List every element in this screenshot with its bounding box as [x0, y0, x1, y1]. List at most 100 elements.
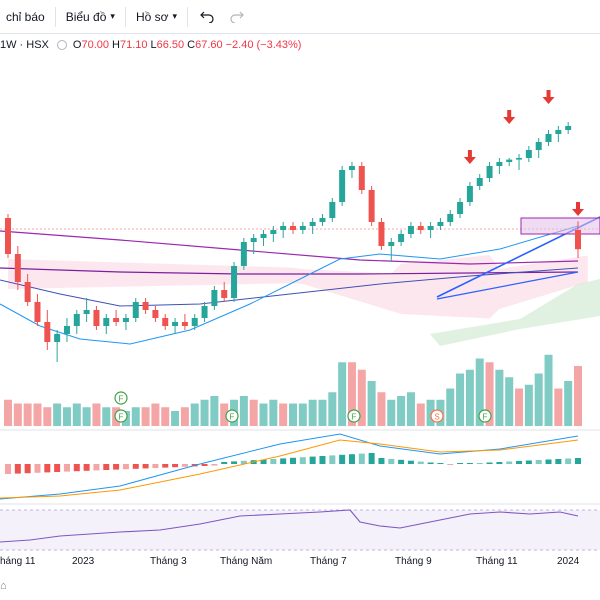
macd-histogram-bar — [132, 464, 139, 469]
volume-bar — [62, 407, 71, 426]
ma-blue-line — [0, 225, 579, 345]
candle-body — [417, 226, 424, 230]
volume-bar — [210, 396, 219, 426]
redo-icon[interactable] — [222, 0, 252, 34]
candle-body — [290, 226, 296, 230]
volume-bar — [387, 399, 396, 426]
down-arrow-icon — [542, 97, 555, 104]
volume-bar — [377, 392, 386, 426]
profile-menu-label: Hồ sơ — [135, 9, 169, 24]
time-axis: háng 11 2023 Tháng 3 Tháng Năm Tháng 7 Tháng … — [0, 554, 600, 570]
candle-body — [14, 254, 21, 282]
candle-body — [466, 186, 473, 202]
time-axis-label: Tháng 9 — [395, 556, 432, 567]
chevron-down-icon: ▾ — [110, 11, 115, 21]
macd-histogram-bar — [211, 464, 218, 466]
volume-bar — [328, 392, 337, 426]
time-axis-label: Tháng 3 — [150, 556, 187, 567]
symbol-label[interactable]: 1W · HSX — [0, 39, 49, 51]
macd-histogram-bar — [181, 464, 188, 467]
chart-menu-button[interactable]: Biểu đồ ▾ — [60, 0, 121, 34]
volume-bar — [200, 399, 209, 426]
volume-bar — [4, 399, 12, 426]
down-arrow-shaft — [546, 90, 551, 97]
volume-bar — [554, 388, 563, 426]
down-arrow-icon — [463, 157, 476, 164]
macd-histogram-bar — [535, 460, 542, 464]
candle-body — [516, 158, 523, 160]
candle-body — [368, 190, 375, 222]
volume-bar — [495, 369, 504, 426]
macd-histogram-bar — [398, 459, 405, 464]
toolbar-divider — [187, 6, 189, 27]
scale-icon[interactable]: ⌂ — [0, 580, 7, 592]
time-axis-label: 2023 — [72, 556, 95, 567]
macd-histogram-bar — [378, 458, 385, 464]
macd-histogram-bar — [44, 464, 51, 473]
macd-histogram-bar — [516, 461, 523, 464]
signal-marker — [114, 409, 128, 423]
macd-histogram-bar — [309, 456, 316, 464]
volume-bar — [23, 403, 32, 426]
down-arrow-shaft — [507, 110, 512, 117]
profile-menu-button[interactable]: Hồ sơ ▾ — [130, 0, 183, 34]
down-arrow-icon — [503, 117, 516, 124]
volume-bar — [279, 403, 288, 426]
macd-histogram-bar — [368, 453, 375, 464]
macd-histogram-bar — [299, 457, 306, 464]
macd-signal-line — [0, 439, 579, 499]
volume-bar — [190, 403, 199, 426]
toolbar-divider — [124, 6, 126, 27]
volume-bar — [53, 403, 62, 426]
volume-bar — [544, 354, 553, 426]
signal-label: S — [434, 413, 439, 422]
candle-body — [24, 282, 31, 302]
high-label: H — [112, 39, 120, 51]
candle-body — [201, 306, 208, 318]
candle-body — [221, 290, 228, 298]
volume-bar — [446, 388, 455, 426]
volume-bar — [72, 403, 81, 426]
macd-histogram-bar — [437, 463, 444, 464]
volume-bar — [131, 407, 140, 426]
volume-bar — [416, 403, 425, 426]
macd-histogram-bar — [83, 464, 90, 471]
macd-histogram-bar — [486, 462, 493, 464]
chart-menu-label: Biểu đồ — [65, 9, 107, 24]
candle-body — [565, 126, 572, 130]
macd-histogram-bar — [221, 462, 228, 464]
chevron-down-icon: ▾ — [172, 11, 178, 21]
price-chart[interactable]: FF F F S F — [0, 54, 600, 580]
time-axis-label: Tháng 11 — [476, 556, 518, 567]
top-toolbar: chỉ báo Biểu đồ ▾ Hồ sơ ▾ — [0, 0, 600, 34]
candle-body — [545, 134, 552, 142]
macd-histogram-bar — [496, 462, 503, 464]
macd-histogram-bar — [231, 461, 238, 464]
macd-histogram-bar — [388, 458, 395, 464]
macd-histogram-bar — [34, 464, 41, 473]
candle-body — [250, 238, 257, 242]
macd-histogram-bar — [240, 460, 247, 464]
volume-bar — [318, 399, 327, 426]
indicators-button[interactable]: chỉ báo — [0, 0, 51, 34]
macd-histogram-bar — [348, 454, 355, 464]
candle-body — [407, 226, 414, 234]
candle-body — [181, 322, 188, 326]
volume-bar — [298, 403, 307, 426]
candle-body — [378, 222, 385, 246]
macd-histogram-bar — [280, 458, 287, 464]
macd-histogram-bar — [447, 464, 454, 465]
signal-marker — [478, 409, 492, 423]
macd-histogram-bar — [113, 464, 120, 470]
ichimoku-cloud — [8, 255, 588, 319]
change-value: −2.40 (−3.43%) — [225, 39, 302, 51]
undo-icon[interactable] — [192, 0, 222, 34]
macd-histogram-bar — [142, 464, 149, 469]
macd-histogram-bar — [54, 464, 61, 472]
macd-histogram-bar — [457, 463, 464, 464]
macd-histogram-bar — [24, 464, 31, 474]
macd-histogram-bar — [270, 459, 277, 464]
candle-body — [191, 318, 198, 326]
volume-bar — [220, 403, 229, 426]
volume-bar — [259, 403, 268, 426]
